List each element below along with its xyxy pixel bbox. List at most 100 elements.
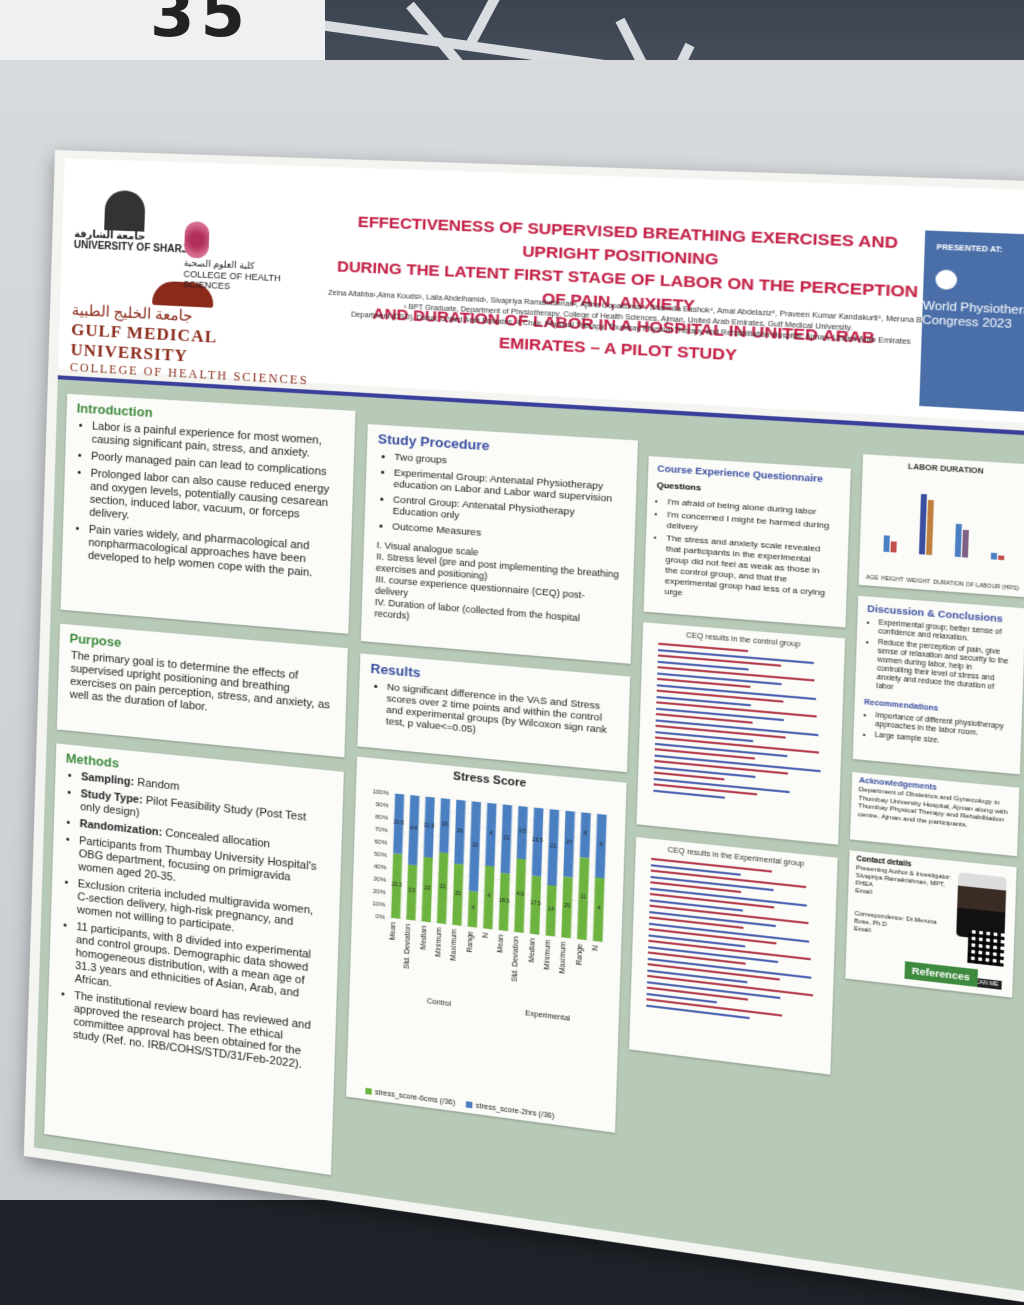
y-tick-label: 20% (373, 889, 387, 897)
data-label: 25 (455, 890, 461, 897)
booth-number: 35 (150, 0, 251, 52)
x-tick-label: Std. Deviation (512, 936, 521, 983)
acknowledgements-panel: Acknowledgements Department of Obstetric… (850, 772, 1019, 856)
data-label: 4.4 (410, 826, 418, 833)
x-tick-label: Range (575, 943, 584, 966)
institution-logos: جامعة الشارقة UNIVERSITY OF SHARJAH كلية… (70, 189, 320, 389)
data-label: 21 (550, 843, 557, 850)
x-tick-label: Maximum (559, 941, 568, 974)
data-label: 14 (548, 906, 555, 913)
data-label: 3.5 (408, 888, 416, 895)
data-label: 23.3 (391, 881, 402, 888)
data-label: 4 (597, 905, 601, 912)
list-item: The stress and anxiety scale revealed th… (664, 533, 834, 610)
y-tick-label: 30% (373, 876, 387, 884)
data-label: 3.5 (518, 828, 526, 835)
y-tick-label: 70% (375, 827, 389, 835)
data-label: 4 (487, 893, 490, 900)
x-tick-label: Range (466, 930, 474, 952)
x-tick-label: Maximum (450, 929, 459, 962)
x-tick-label: Mean (390, 922, 398, 941)
data-label: 23 (424, 885, 430, 892)
data-label: 17.5 (530, 900, 541, 908)
group-label: Experimental (525, 1010, 571, 1023)
data-label: 21.5 (393, 819, 404, 826)
group-label: Control (427, 998, 452, 1008)
presented-at-label: PRESENTED AT: (924, 230, 1024, 263)
data-label: 26 (457, 828, 463, 835)
gridline (392, 793, 610, 815)
x-tick-label: Minimum (435, 927, 444, 958)
data-label: 27 (566, 840, 573, 847)
y-tick-label: 100% (372, 789, 389, 797)
y-tick-label: 90% (376, 802, 390, 810)
y-tick-label: 80% (375, 814, 389, 822)
qr-code-icon[interactable] (967, 930, 1004, 967)
x-tick-label: N (482, 932, 490, 938)
data-label: 6 (584, 831, 588, 838)
labor-duration-chart: LABOR DURATION AGE HEIGHT WEIGHT DURATIO… (859, 454, 1024, 597)
gridline (391, 818, 609, 841)
stress-score-chart: 100% 90% 80% 70% 60% 50% 40% 30% 20% 10% 0% 23.3 21.… (346, 779, 625, 1124)
contact-panel: Contact details Presenting Author & Inve… (845, 850, 1016, 997)
list-item: Reduce the perception of pain, give sens… (876, 639, 1009, 703)
method-text: Random (134, 776, 179, 793)
methods-panel: Methods Sampling: RandomStudy Type: Pilo… (44, 743, 344, 1175)
data-label: 20.5 (532, 837, 543, 844)
wpc-logo-icon (935, 269, 957, 290)
y-tick-label: 10% (372, 901, 386, 909)
data-label: 4 (489, 830, 492, 837)
y-tick-label: 40% (374, 864, 388, 872)
labor-duration-bars (859, 474, 1024, 584)
purpose-panel: Purpose The primary goal is to determine… (57, 624, 348, 758)
ceq-control-chart: CEQ results in the control group (636, 622, 845, 845)
ceq-experimental-chart: CEQ results in the Experimental group (629, 837, 838, 1075)
data-label: 22 (503, 835, 510, 842)
ceq-control-bars (653, 643, 835, 816)
y-tick-label: 60% (374, 839, 388, 847)
dome-icon (104, 190, 145, 232)
poster-body: Introduction Labor is a painful experien… (34, 375, 1024, 1291)
data-label: 18.5 (499, 897, 510, 905)
study-procedure-panel: Study Procedure Two groups Experimental … (361, 424, 638, 664)
data-label: 4.9 (516, 891, 524, 898)
axis-label: HEIGHT (881, 576, 904, 584)
research-poster: جامعة الشارقة UNIVERSITY OF SHARJAH كلية… (24, 150, 1024, 1305)
legend-swatch (365, 1088, 372, 1095)
x-tick-label: Median (420, 925, 428, 950)
axis-label: WEIGHT (906, 577, 930, 585)
photo-scene: 35 جامعة الشارقة UNIVERSITY OF SHARJAH ك… (0, 0, 1024, 1200)
data-label: 25 (564, 903, 571, 910)
y-tick-label: 0% (376, 914, 386, 921)
stress-score-chart-panel: Stress Score 100% 90% 80% 70% 60% 50% 40% 30% 20… (346, 757, 627, 1133)
data-label: 4 (599, 842, 603, 849)
data-label: 16 (442, 821, 448, 828)
gridline (390, 843, 608, 866)
gridline (390, 855, 608, 878)
ceq-panel: Course Experience Questionnaire Question… (644, 456, 851, 627)
x-tick-label: N (592, 945, 600, 951)
data-label: 4 (471, 905, 474, 912)
x-tick-label: Std. Deviation (404, 923, 413, 969)
legend-swatch (466, 1101, 473, 1108)
x-tick-label: Median (528, 938, 537, 963)
method-label: Sampling: (81, 771, 134, 788)
y-tick-label: 50% (374, 852, 388, 860)
congress-badge: PRESENTED AT: World Physiotherapy Congre… (919, 230, 1024, 413)
data-label: 21.5 (424, 823, 435, 830)
ceq-experimental-bars (646, 858, 828, 1046)
flower-icon (184, 221, 210, 259)
gridline (390, 868, 608, 892)
gridline (389, 893, 607, 917)
data-label: 10 (472, 842, 478, 849)
data-label: 11 (580, 894, 586, 901)
chs-logo: كلية العلوم الصحية COLLEGE OF HEALTH SCI… (183, 221, 319, 295)
x-tick-label: Minimum (544, 939, 553, 970)
discussion-panel: Discussion & Conclusions Experimental gr… (853, 596, 1024, 775)
data-label: 21 (440, 884, 446, 891)
chs-name: COLLEGE OF HEALTH SCIENCES (183, 269, 281, 291)
x-tick-label: Mean (497, 934, 505, 953)
introduction-panel: Introduction Labor is a painful experien… (61, 394, 356, 634)
gridline (391, 831, 609, 854)
axis-label: AGE (866, 574, 879, 581)
